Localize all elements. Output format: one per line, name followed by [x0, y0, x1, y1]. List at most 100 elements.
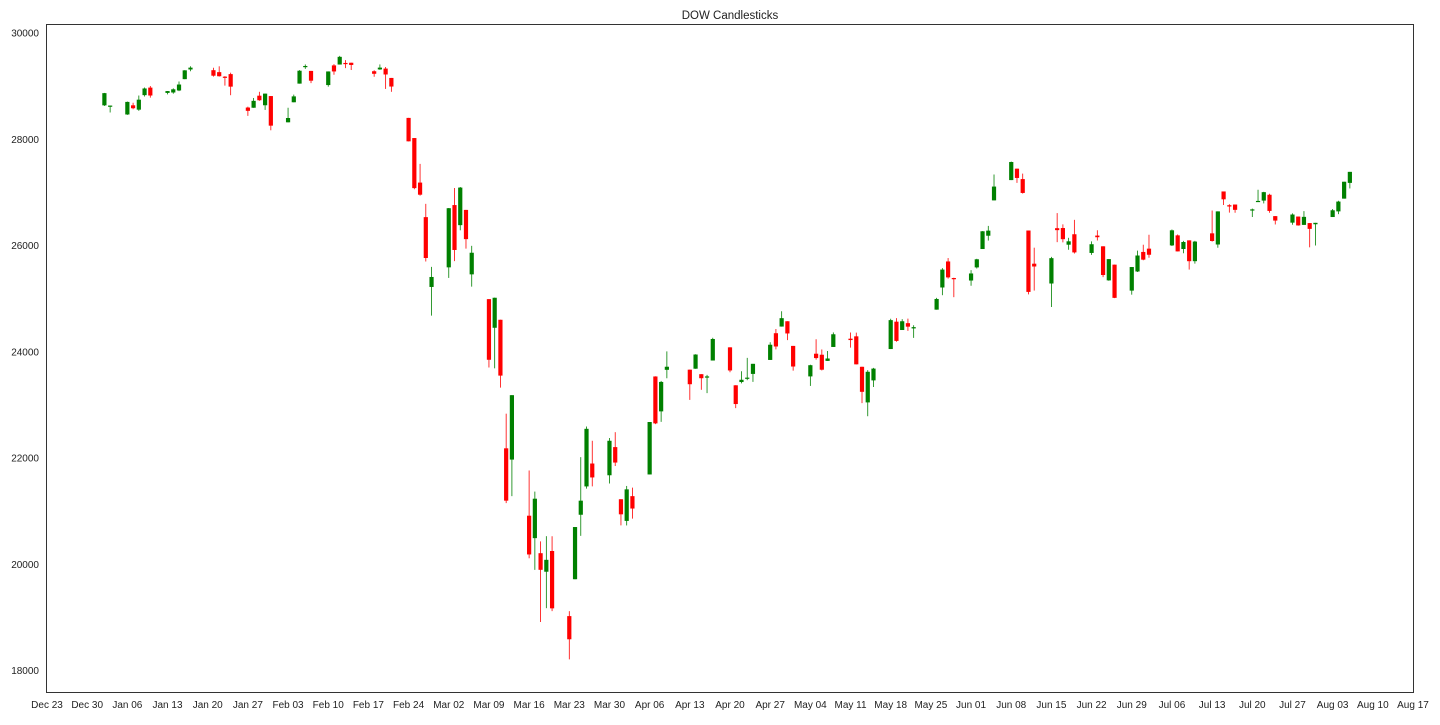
candle-body	[1342, 181, 1347, 199]
candle	[1187, 240, 1192, 270]
candle	[417, 163, 423, 196]
x-tick-label: Jun 29	[1117, 700, 1147, 711]
candle-body	[647, 422, 652, 475]
candle-body	[383, 68, 388, 75]
candle	[727, 347, 733, 373]
candle	[343, 60, 348, 69]
candle	[257, 91, 262, 101]
candle	[980, 231, 985, 250]
candle	[773, 329, 779, 350]
candle	[1009, 161, 1014, 181]
candle	[733, 385, 738, 409]
plot-frame	[46, 24, 1414, 693]
candle-body	[1273, 216, 1278, 221]
candle-body	[986, 230, 991, 236]
candle	[572, 527, 578, 580]
x-tick-label: Mar 30	[594, 700, 626, 711]
candle	[710, 337, 715, 361]
candle-body	[297, 70, 302, 84]
candle-body	[859, 366, 865, 392]
candle	[1169, 229, 1175, 246]
candle-body	[825, 358, 830, 361]
candle-body	[1192, 241, 1197, 262]
candle	[618, 499, 624, 526]
candle	[739, 371, 744, 384]
candle-body	[429, 276, 434, 287]
candle-body	[968, 273, 974, 281]
candle	[383, 66, 388, 89]
candle-body	[1014, 168, 1020, 178]
candle	[813, 339, 819, 360]
candle-body	[659, 381, 664, 412]
candle	[911, 325, 916, 338]
candle	[854, 332, 859, 365]
candle-body	[458, 187, 463, 226]
candle	[750, 363, 756, 382]
candle	[492, 297, 497, 369]
candle	[349, 62, 354, 71]
candle	[1055, 213, 1060, 243]
candle	[217, 66, 222, 77]
candle	[463, 209, 469, 249]
x-tick-label: Apr 13	[675, 700, 705, 711]
candle-body	[538, 553, 543, 570]
x-tick-label: Jul 27	[1279, 700, 1306, 711]
x-tick-label: Feb 24	[393, 700, 425, 711]
candle-body	[125, 101, 130, 115]
candle	[768, 342, 773, 360]
candle	[549, 536, 555, 612]
candle	[567, 611, 572, 660]
candle-body	[417, 182, 423, 195]
x-tick-label: May 11	[834, 700, 866, 711]
candle	[1060, 224, 1065, 243]
candle-body	[136, 99, 141, 110]
candle	[653, 376, 658, 425]
candle	[808, 364, 813, 386]
candle	[831, 332, 836, 347]
x-tick-label: Jan 13	[153, 700, 183, 711]
candle-body	[1129, 267, 1134, 291]
candle	[142, 87, 147, 97]
chart-title: DOW Candlesticks	[682, 10, 779, 22]
candle	[1020, 173, 1025, 194]
candle-body	[1026, 230, 1031, 292]
candle-body	[412, 138, 417, 189]
candle	[647, 422, 652, 475]
candle-body	[911, 327, 916, 329]
candle-body	[217, 72, 222, 77]
x-tick-label: Jun 01	[956, 700, 986, 711]
candle-body	[1227, 205, 1232, 207]
y-tick-label: 22000	[11, 454, 39, 465]
candle	[1100, 246, 1106, 278]
candle-body	[1066, 241, 1071, 245]
candle	[991, 174, 997, 201]
candle	[1141, 244, 1146, 261]
candle-body	[1112, 264, 1117, 298]
x-tick-label: Feb 17	[353, 700, 385, 711]
candle-body	[687, 369, 692, 385]
candle-body	[303, 65, 308, 68]
candle	[228, 72, 233, 96]
candle-body	[504, 448, 509, 501]
x-tick-label: Feb 03	[272, 700, 304, 711]
candle-body	[934, 298, 939, 310]
candle-body	[446, 208, 451, 268]
candle	[372, 70, 377, 77]
candle-body	[888, 320, 893, 350]
candle-body	[905, 323, 911, 327]
x-tick-label: Mar 16	[514, 700, 546, 711]
candle	[1072, 219, 1077, 254]
candle	[1175, 234, 1180, 252]
candle-body	[813, 353, 819, 359]
x-tick-label: Feb 10	[313, 700, 345, 711]
x-tick-label: Jan 06	[112, 700, 142, 711]
candle	[291, 94, 296, 103]
candle-body	[791, 345, 796, 367]
candle-body	[406, 117, 411, 142]
candle	[968, 270, 974, 286]
candle-body	[584, 428, 589, 487]
candle-body	[785, 321, 790, 334]
candle-body	[182, 70, 187, 80]
candle-body	[951, 278, 956, 280]
candle-body	[492, 297, 497, 328]
